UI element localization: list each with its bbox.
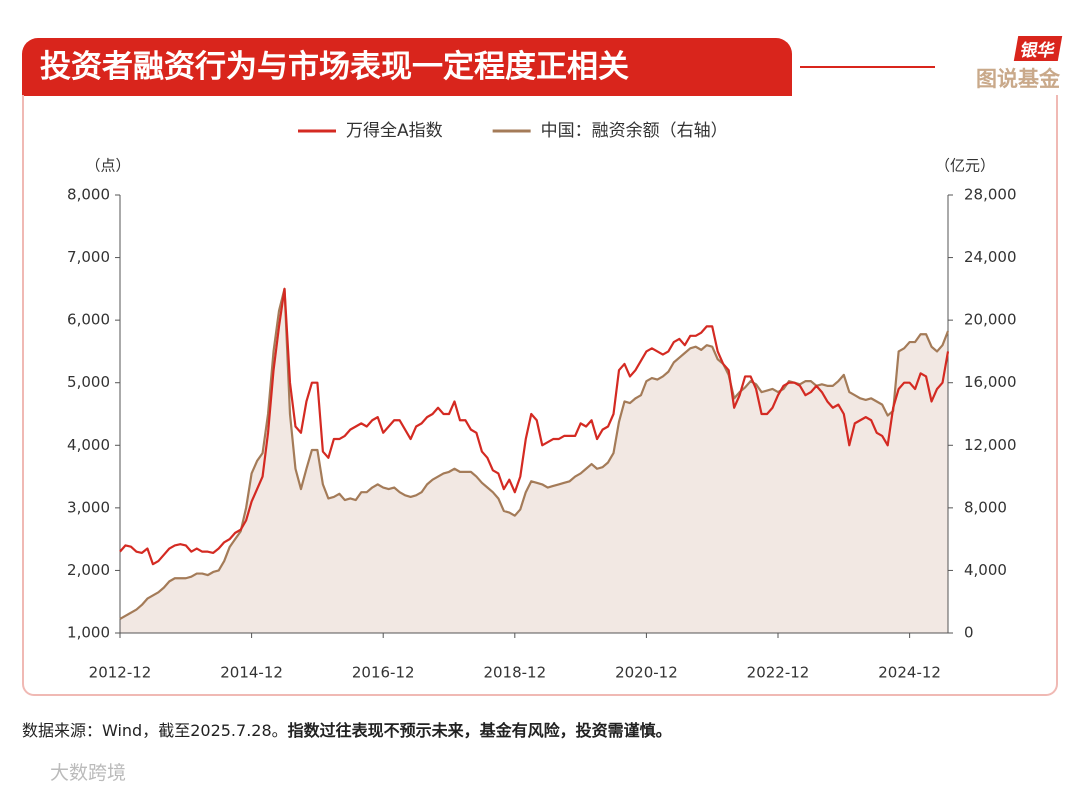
- line: [119, 287, 950, 566]
- chart-frame: [22, 95, 1058, 696]
- y-tick-label: 5,000: [67, 373, 110, 391]
- x-tick-label: 2014-12: [220, 664, 283, 682]
- y-tick-label: 6,000: [67, 311, 110, 329]
- y2-tick-label: 16,000: [964, 373, 1017, 391]
- y-axis-label: （点）: [85, 157, 130, 175]
- y-tick-label: 8,000: [67, 186, 110, 204]
- y2-tick-label: 8,000: [964, 498, 1007, 516]
- disclaimer: 指数过往表现不预示未来，基金有风险，投资需谨慎。: [287, 721, 672, 740]
- x-tick-label: 2018-12: [483, 664, 546, 682]
- legend-label: 中国：融资余额（右轴）: [541, 121, 728, 141]
- y2-tick-label: 0: [964, 624, 974, 642]
- divider: [800, 66, 935, 68]
- y2-tick-label: 28,000: [964, 186, 1017, 204]
- area: [120, 288, 948, 633]
- x-tick-label: 2022-12: [747, 664, 810, 682]
- x-tick-label: 2020-12: [615, 664, 678, 682]
- y2-tick-label: 24,000: [964, 248, 1017, 266]
- line: [119, 287, 950, 620]
- y2-tick-label: 20,000: [964, 311, 1017, 329]
- y2-tick-label: 12,000: [964, 436, 1017, 454]
- y2-axis-label: （亿元）: [935, 157, 995, 175]
- x-tick-label: 2024-12: [878, 664, 941, 682]
- source: 数据来源：Wind，截至2025.7.28。: [22, 721, 288, 740]
- legend-label: 万得全A指数: [346, 121, 443, 141]
- logo-sub: 图说基金: [976, 67, 1060, 91]
- watermark: 大数跨境: [50, 762, 127, 784]
- y2-tick-label: 4,000: [964, 561, 1007, 579]
- y-tick-label: 2,000: [67, 561, 110, 579]
- y-tick-label: 7,000: [67, 248, 110, 266]
- footer: 数据来源：Wind，截至2025.7.28。指数过往表现不预示未来，基金有风险，…: [22, 717, 672, 741]
- title: 投资者融资行为与市场表现一定程度正相关: [22, 38, 792, 96]
- y-tick-label: 1,000: [67, 624, 110, 642]
- logo: 银华 图说基金: [945, 36, 1063, 93]
- x-tick-label: 2012-12: [89, 664, 152, 682]
- y-tick-label: 3,000: [67, 498, 110, 516]
- y-tick-label: 4,000: [67, 436, 110, 454]
- x-tick-label: 2016-12: [352, 664, 415, 682]
